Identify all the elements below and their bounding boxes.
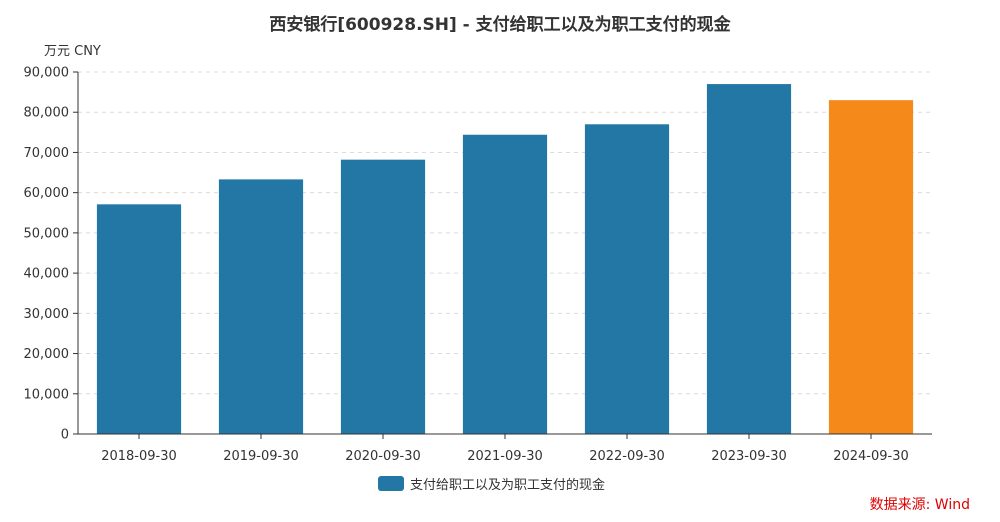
- y-tick-label: 30,000: [24, 307, 70, 322]
- chart-title: 西安银行[600928.SH] - 支付给职工以及为职工支付的现金: [269, 14, 731, 35]
- x-tick-label: 2024-09-30: [833, 449, 909, 464]
- data-source-label: 数据来源: Wind: [870, 497, 970, 513]
- x-tick-label: 2018-09-30: [101, 449, 177, 464]
- bar-2020-09-30[interactable]: [340, 159, 426, 434]
- y-tick-label: 40,000: [24, 267, 70, 282]
- y-tick-label: 90,000: [24, 66, 70, 81]
- y-tick-label: 10,000: [24, 387, 70, 402]
- x-tick-label: 2020-09-30: [345, 449, 421, 464]
- y-tick-label: 70,000: [24, 146, 70, 161]
- axes: 0 10,000 20,000 30,000 40,000 50,000 60,000 70,…: [24, 66, 932, 464]
- x-tick-label: 2021-09-30: [467, 449, 543, 464]
- y-tick-label: 50,000: [24, 226, 70, 241]
- bar-2023-09-30[interactable]: [706, 84, 792, 435]
- legend-label[interactable]: 支付给职工以及为职工支付的现金: [410, 477, 605, 493]
- legend-swatch[interactable]: [378, 476, 404, 491]
- y-axis-unit-label: 万元 CNY: [44, 44, 101, 59]
- bar-2024-09-30[interactable]: [828, 100, 914, 435]
- bar-2021-09-30[interactable]: [462, 134, 548, 434]
- x-tick-label: 2022-09-30: [589, 449, 665, 464]
- y-tick-label: 60,000: [24, 186, 70, 201]
- y-tick-label: 20,000: [24, 347, 70, 362]
- x-tick-label: 2019-09-30: [223, 449, 299, 464]
- bar-2022-09-30[interactable]: [584, 124, 670, 435]
- y-tick-label: 0: [61, 428, 69, 443]
- bar-2019-09-30[interactable]: [218, 179, 304, 434]
- bars: [96, 84, 914, 435]
- x-tick-label: 2023-09-30: [711, 449, 787, 464]
- y-tick-label: 80,000: [24, 106, 70, 121]
- legend[interactable]: 支付给职工以及为职工支付的现金: [378, 476, 605, 493]
- bar-2018-09-30[interactable]: [96, 204, 182, 434]
